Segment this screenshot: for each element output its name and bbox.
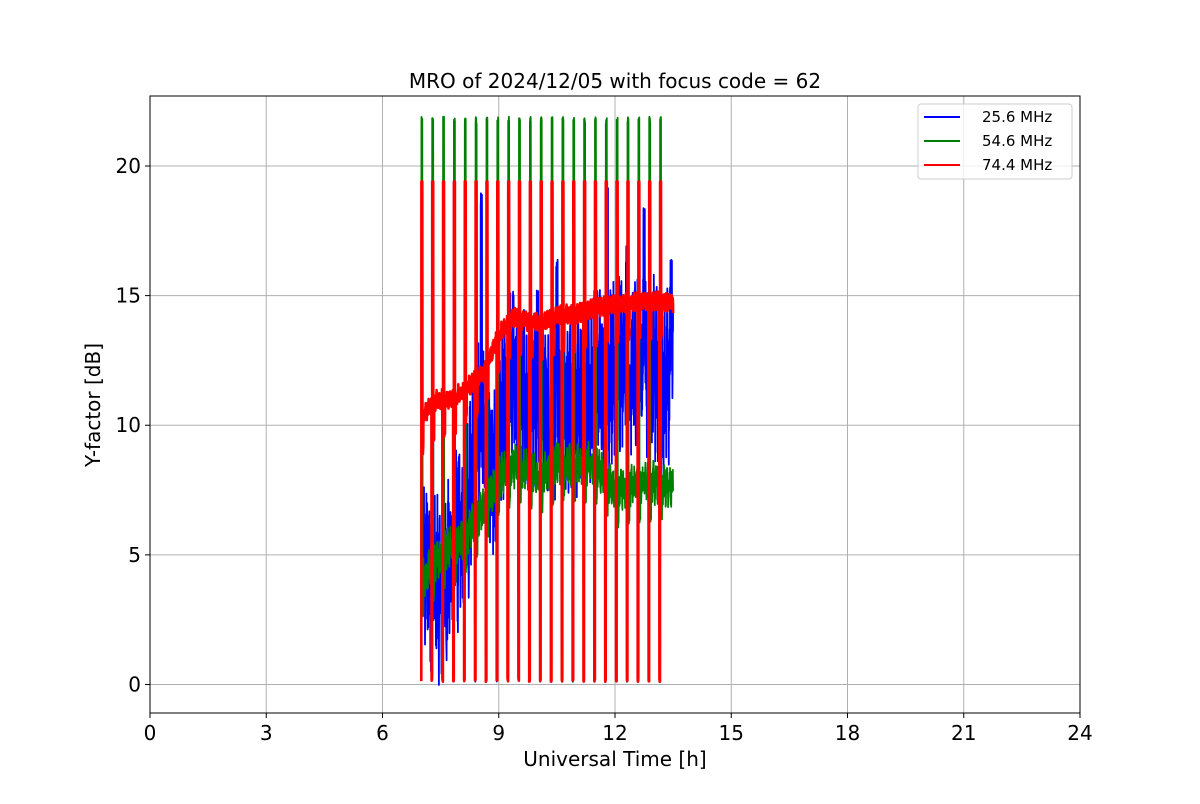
axis-ticks: 0 3 6 9 12 15 18 21 24 0 5 10 15 20 [116, 154, 1093, 745]
x-tick-label: 3 [260, 721, 273, 745]
x-tick-label: 6 [376, 721, 389, 745]
y-axis-label: Y-factor [dB] [81, 343, 105, 468]
y-tick-label: 0 [128, 672, 141, 696]
y-tick-label: 10 [116, 413, 141, 437]
x-tick-label: 15 [719, 721, 744, 745]
series-line-25-6-mhz [420, 187, 674, 686]
legend: 25.6 MHz 54.6 MHz 74.4 MHz [917, 103, 1073, 180]
legend-label-25-6-mhz: 25.6 MHz [982, 108, 1052, 126]
legend-label-74-4-mhz: 74.4 MHz [982, 156, 1052, 174]
y-tick-label: 5 [128, 543, 141, 567]
x-tick-label: 24 [1067, 721, 1092, 745]
x-tick-label: 9 [492, 721, 505, 745]
plot-area [419, 115, 675, 686]
legend-label-54-6-mhz: 54.6 MHz [982, 132, 1052, 150]
series-line-74-4-mhz [419, 180, 675, 684]
legend-entry: 54.6 MHz [924, 132, 1052, 150]
y-tick-label: 20 [116, 154, 141, 178]
x-tick-label: 0 [144, 721, 157, 745]
legend-entry: 74.4 MHz [924, 156, 1052, 174]
x-axis-label: Universal Time [h] [523, 747, 706, 771]
x-tick-label: 12 [602, 721, 627, 745]
y-tick-label: 15 [116, 284, 141, 308]
legend-box [917, 103, 1073, 180]
legend-entry: 25.6 MHz [924, 108, 1052, 126]
x-tick-label: 18 [835, 721, 860, 745]
chart-title: MRO of 2024/12/05 with focus code = 62 [409, 69, 821, 93]
x-tick-label: 21 [951, 721, 976, 745]
